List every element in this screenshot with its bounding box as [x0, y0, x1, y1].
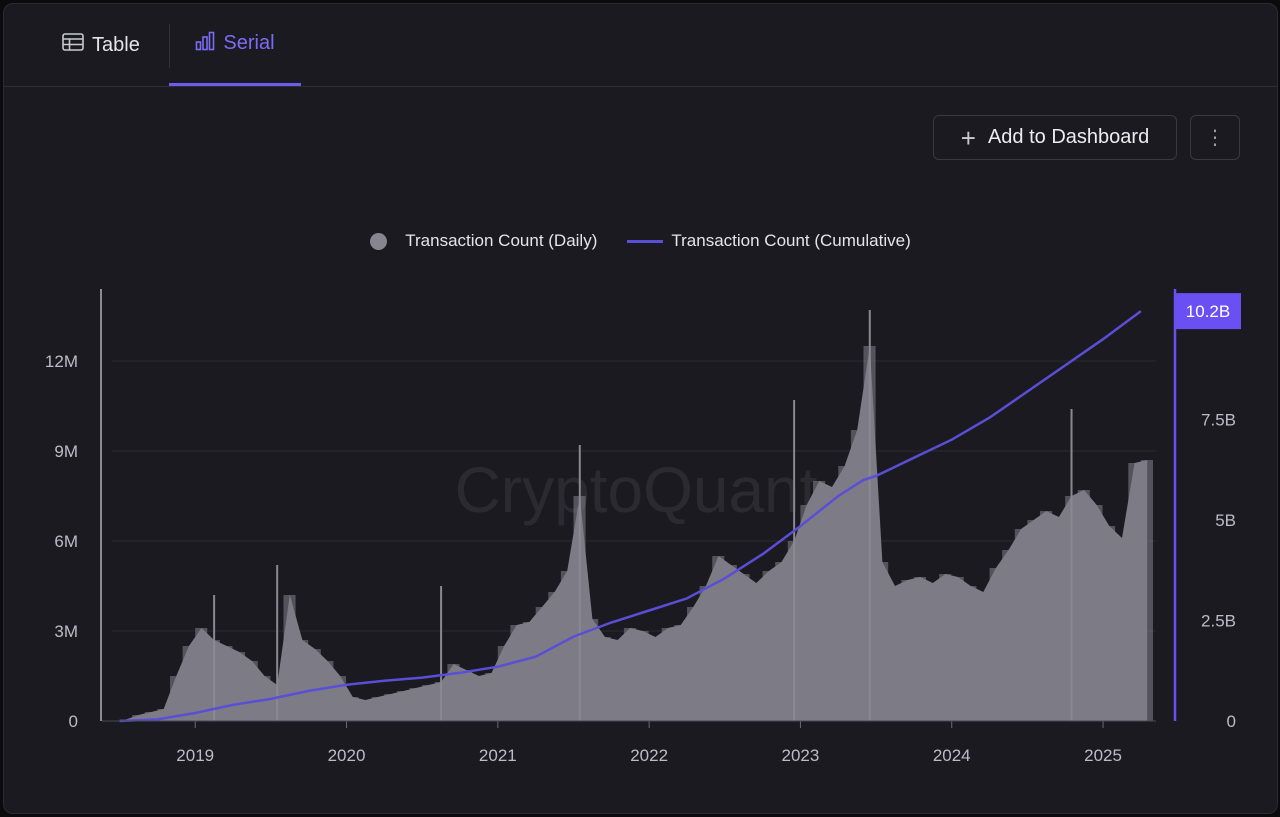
y-right-tick-label: 7.5B — [1201, 411, 1236, 430]
legend-dot-icon — [370, 232, 388, 250]
daily-spikes — [213, 310, 1073, 721]
y-left-tick-label: 6M — [54, 532, 78, 551]
y-left-tick-label: 9M — [54, 442, 78, 461]
tab-serial-label: Serial — [223, 32, 275, 54]
x-tick-label: 2020 — [328, 746, 366, 765]
view-tabs: Table Serial — [4, 4, 1277, 87]
more-options-button[interactable]: ⋮ — [1190, 115, 1240, 160]
tab-divider — [169, 24, 170, 68]
last-value-badge-bg — [1175, 293, 1241, 330]
table-icon — [62, 33, 84, 57]
last-value-badge: 10.2B — [1175, 293, 1241, 330]
x-tick-label: 2023 — [782, 746, 820, 765]
y-right-tick-label: 0 — [1227, 712, 1236, 731]
legend-line-icon — [627, 239, 664, 243]
y-right-tick-label: 2.5B — [1201, 612, 1236, 631]
tab-serial[interactable]: Serial — [169, 4, 301, 86]
add-to-dashboard-label: Add to Dashboard — [987, 126, 1150, 148]
legend-item-cumulative[interactable]: Transaction Count (Cumulative) — [627, 231, 911, 251]
tab-table-label: Table — [92, 33, 140, 56]
axes: 0 3M 6M 9M 12M 0 2.5B 5B 7.5B 2019 2020 2021 2022 202… — [45, 289, 1236, 765]
y-right-tick-label: 5B — [1215, 511, 1236, 530]
last-value-badge-label: 10.2B — [1186, 302, 1230, 321]
x-tick-label: 2019 — [176, 746, 214, 765]
chart-legend: Transaction Count (Daily) Transaction Co… — [4, 226, 1277, 256]
tab-table[interactable]: Table — [62, 4, 140, 86]
bar-chart-icon — [195, 31, 215, 57]
y-left-tick-label: 12M — [45, 352, 78, 371]
y-left-tick-label: 3M — [54, 622, 78, 641]
x-tick-label: 2024 — [933, 746, 971, 765]
add-to-dashboard-button[interactable]: + Add to Dashboard — [933, 115, 1177, 160]
x-tick-label: 2022 — [630, 746, 668, 765]
kebab-menu-icon: ⋮ — [1205, 127, 1225, 149]
y-left-tick-label: 0 — [69, 712, 78, 731]
cumulative-line — [119, 310, 1142, 723]
x-tick-label: 2025 — [1084, 746, 1122, 765]
legend-item-daily[interactable]: Transaction Count (Daily) — [370, 231, 597, 251]
plus-icon: + — [960, 122, 976, 153]
x-tick-label: 2021 — [479, 746, 517, 765]
legend-label-cumulative: Transaction Count (Cumulative) — [671, 231, 911, 250]
legend-label-daily: Transaction Count (Daily) — [405, 231, 598, 250]
watermark-text: CryptoQuant — [455, 454, 818, 526]
daily-area — [125, 346, 1148, 721]
